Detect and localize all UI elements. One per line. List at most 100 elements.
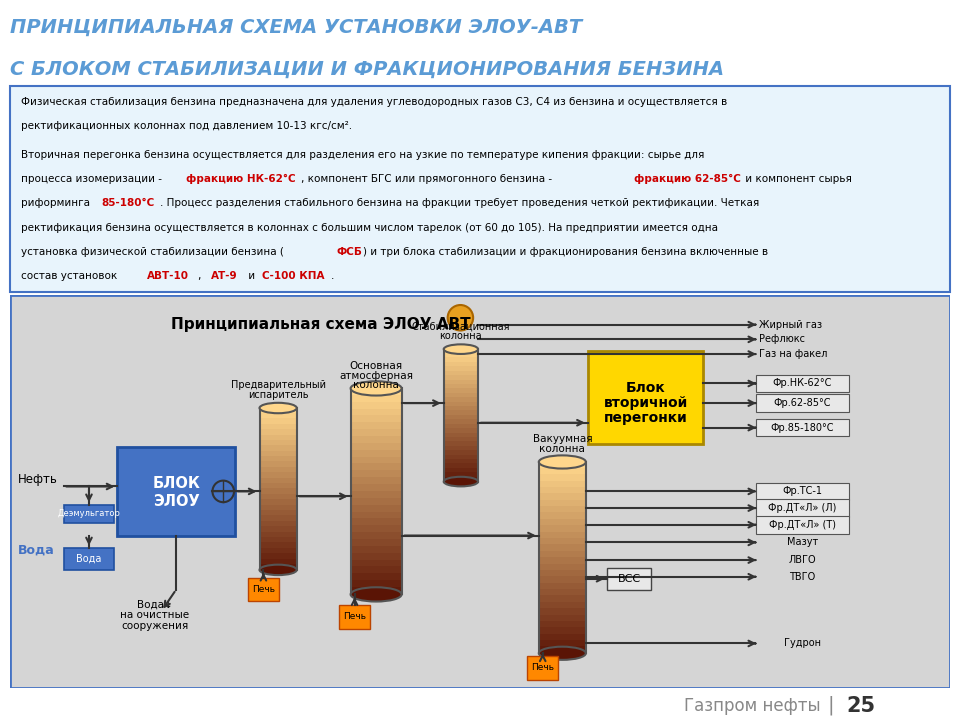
Text: , компонент БГС или прямогонного бензина -: , компонент БГС или прямогонного бензина…	[301, 174, 556, 184]
Bar	[350, 402, 401, 409]
Bar	[539, 506, 586, 513]
Bar	[259, 445, 297, 451]
Bar	[350, 388, 401, 595]
Text: перегонки: перегонки	[604, 411, 687, 425]
Bar	[444, 379, 478, 384]
Text: . Процесс разделения стабильного бензина на фракции требует проведения четкой ре: . Процесс разделения стабильного бензина…	[160, 198, 759, 208]
Bar	[350, 518, 401, 526]
FancyBboxPatch shape	[10, 295, 950, 688]
Text: Блок: Блок	[626, 382, 665, 395]
Bar	[756, 516, 850, 534]
Bar	[259, 408, 297, 570]
Bar	[248, 577, 279, 601]
Bar	[350, 587, 401, 595]
Text: колонна: колонна	[439, 331, 482, 341]
Bar	[259, 408, 297, 413]
Bar	[259, 553, 297, 559]
Text: Фр.ДТ«Л» (Л): Фр.ДТ«Л» (Л)	[768, 503, 836, 513]
Bar	[259, 531, 297, 538]
Bar	[444, 446, 478, 451]
Bar	[539, 538, 586, 545]
Bar	[350, 498, 401, 505]
Bar	[259, 505, 297, 510]
Bar	[350, 415, 401, 423]
Text: Нефть: Нефть	[17, 473, 58, 486]
Bar	[444, 454, 478, 459]
Bar	[259, 483, 297, 489]
Bar	[539, 474, 586, 481]
Bar	[588, 351, 704, 444]
Bar	[756, 482, 850, 500]
Text: Фр.ДТ«Л» (Т): Фр.ДТ«Л» (Т)	[769, 520, 836, 530]
Bar	[444, 423, 478, 428]
Text: АВТ-10: АВТ-10	[147, 271, 189, 281]
Text: Фр.НК-62°С: Фр.НК-62°С	[773, 379, 832, 389]
Bar	[539, 576, 586, 583]
Bar	[259, 456, 297, 462]
Bar	[350, 464, 401, 471]
Text: колонна: колонна	[353, 380, 399, 390]
Bar	[259, 526, 297, 532]
Text: Основная: Основная	[349, 361, 402, 371]
Bar	[350, 477, 401, 485]
Bar	[539, 647, 586, 653]
Bar	[63, 549, 114, 570]
Text: и: и	[245, 271, 258, 281]
Text: Фр.ТС-1: Фр.ТС-1	[782, 487, 823, 496]
Bar	[539, 640, 586, 647]
Bar	[259, 542, 297, 549]
Text: процесса изомеризации -: процесса изомеризации -	[21, 174, 165, 184]
Ellipse shape	[444, 477, 478, 487]
Ellipse shape	[444, 344, 478, 354]
Bar	[444, 406, 478, 411]
Bar	[350, 526, 401, 533]
Bar	[539, 513, 586, 519]
Bar	[444, 472, 478, 477]
Text: Принципиальная схема ЭЛОУ АВТ: Принципиальная схема ЭЛОУ АВТ	[171, 317, 471, 332]
Text: ,: ,	[198, 271, 204, 281]
Bar	[259, 462, 297, 467]
Bar	[259, 488, 297, 495]
Bar	[259, 499, 297, 505]
Bar	[539, 500, 586, 507]
Bar	[259, 548, 297, 554]
Bar	[444, 437, 478, 442]
Bar	[259, 564, 297, 570]
Text: Фр.62-85°С: Фр.62-85°С	[774, 398, 831, 408]
Bar	[350, 388, 401, 395]
Bar	[539, 557, 586, 564]
Text: 85-180°С: 85-180°С	[102, 198, 156, 208]
Text: фракцию НК-62°С: фракцию НК-62°С	[186, 174, 296, 184]
Bar	[444, 348, 478, 354]
Bar	[539, 481, 586, 487]
Bar	[259, 477, 297, 484]
Text: Печь: Печь	[252, 585, 275, 594]
Text: состав установок: состав установок	[21, 271, 120, 281]
Text: С-100 КПА: С-100 КПА	[262, 271, 324, 281]
Text: испаритель: испаритель	[248, 390, 308, 400]
Bar	[444, 477, 478, 482]
Text: Деэмульгатор: Деэмульгатор	[58, 510, 120, 518]
Text: риформинга: риформинга	[21, 198, 93, 208]
Bar	[259, 521, 297, 527]
Bar	[259, 472, 297, 478]
Text: |: |	[828, 696, 834, 716]
Bar	[444, 366, 478, 372]
Ellipse shape	[350, 382, 401, 395]
Text: вторичной: вторичной	[604, 396, 687, 410]
Text: Печь: Печь	[343, 613, 366, 621]
Bar	[444, 433, 478, 438]
Bar	[539, 468, 586, 474]
Ellipse shape	[259, 564, 297, 575]
Bar	[259, 413, 297, 419]
Bar	[259, 423, 297, 430]
Bar	[444, 459, 478, 464]
Bar	[350, 429, 401, 436]
Bar	[539, 634, 586, 641]
Bar	[350, 567, 401, 574]
Bar	[350, 408, 401, 416]
Bar	[539, 564, 586, 570]
Text: ЛВГО: ЛВГО	[788, 555, 816, 565]
Bar	[756, 374, 850, 392]
Bar	[444, 371, 478, 376]
